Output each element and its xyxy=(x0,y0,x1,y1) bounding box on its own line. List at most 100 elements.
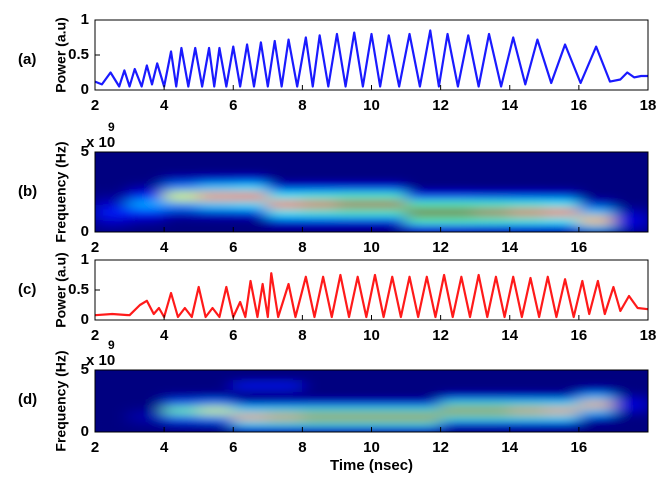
heatmap-cell xyxy=(474,375,511,383)
heatmap-cell xyxy=(129,388,165,396)
heatmap-cell xyxy=(543,159,580,169)
heatmap-cell xyxy=(95,191,131,201)
heatmap-cell xyxy=(198,199,234,209)
heatmap-cell xyxy=(336,375,372,383)
heatmap-cell xyxy=(405,183,442,193)
heatmap-cell xyxy=(267,419,303,427)
heatmap-cell xyxy=(336,388,372,396)
heatmap-cell xyxy=(232,152,269,161)
heatmap-cell xyxy=(405,199,442,209)
heatmap-cell xyxy=(95,370,131,377)
heatmap-cell xyxy=(163,183,200,193)
heatmap-cell xyxy=(371,406,407,414)
heatmap-cell xyxy=(405,406,442,414)
heatmap-cell xyxy=(163,223,200,232)
heatmap-cell xyxy=(509,388,545,396)
heatmap-cell xyxy=(440,375,476,383)
heatmap-cell xyxy=(405,223,442,232)
heatmap-cell xyxy=(509,167,545,177)
signal-line xyxy=(94,272,649,319)
heatmap-cell xyxy=(336,215,372,225)
x-tick-label: 6 xyxy=(229,439,237,456)
heatmap-cell xyxy=(371,412,407,421)
heatmap-cell xyxy=(198,175,234,185)
heatmap-cell xyxy=(371,207,407,217)
heatmap-cell xyxy=(336,394,372,402)
heatmap-cell xyxy=(95,159,131,169)
heatmap-cell xyxy=(543,370,580,377)
heatmap-cell xyxy=(267,370,303,377)
heatmap-cell xyxy=(95,400,131,408)
heatmap-cell xyxy=(232,394,269,402)
heatmap-cell xyxy=(509,370,545,377)
heatmap-cell xyxy=(267,167,303,177)
heatmap-cell xyxy=(509,215,545,225)
heatmap-cell xyxy=(440,406,476,414)
heatmap-cell xyxy=(232,207,269,217)
heatmap-cell xyxy=(405,167,442,177)
heatmap-cell xyxy=(612,406,648,414)
heatmap-cell xyxy=(371,159,407,169)
heatmap-cell xyxy=(612,375,648,383)
heatmap-cell xyxy=(612,183,648,193)
heatmap-cell xyxy=(336,381,372,390)
heatmap-cell xyxy=(267,412,303,421)
heatmap-cell xyxy=(509,175,545,185)
heatmap-cell xyxy=(612,394,648,402)
heatmap-cell xyxy=(163,406,200,414)
heatmap-cell xyxy=(578,381,614,390)
x-tick-label: 14 xyxy=(501,97,518,114)
heatmap-cell xyxy=(267,381,303,390)
heatmap-cell xyxy=(129,191,165,201)
heatmap-cell xyxy=(301,183,338,193)
heatmap-cell xyxy=(301,406,338,414)
heatmap-cell xyxy=(301,191,338,201)
heatmap-cell xyxy=(578,375,614,383)
heatmap-cell xyxy=(336,175,372,185)
heatmap-cell xyxy=(578,394,614,402)
heatmap-cell xyxy=(578,406,614,414)
x-tick-label: 12 xyxy=(432,97,449,114)
heatmap-cell xyxy=(129,419,165,427)
heatmap-cell xyxy=(578,388,614,396)
y-tick-label: 0 xyxy=(81,81,89,98)
heatmap-cell xyxy=(163,215,200,225)
heatmap-cell xyxy=(509,419,545,427)
y-tick-label: 0.5 xyxy=(68,46,89,63)
heatmap-cell xyxy=(543,167,580,177)
heatmap-cell xyxy=(578,215,614,225)
heatmap-cell xyxy=(198,381,234,390)
heatmap-cell xyxy=(440,191,476,201)
heatmap-cell xyxy=(578,400,614,408)
heatmap-cell xyxy=(301,375,338,383)
heatmap-cell xyxy=(232,159,269,169)
heatmap-cell xyxy=(371,215,407,225)
y-multiplier: x 10 xyxy=(86,134,115,151)
heatmap-cell xyxy=(578,207,614,217)
heatmap-cell xyxy=(163,175,200,185)
heatmap-cell xyxy=(95,183,131,193)
heatmap-cell xyxy=(405,419,442,427)
y-multiplier-exponent: 9 xyxy=(108,120,115,134)
heatmap-cells xyxy=(95,152,648,232)
heatmap-cell xyxy=(405,412,442,421)
heatmap-cell xyxy=(578,419,614,427)
x-tick-label: 16 xyxy=(571,327,588,344)
heatmap-cell xyxy=(612,191,648,201)
heatmap-cell xyxy=(336,167,372,177)
heatmap-cell xyxy=(474,215,511,225)
panel-label: (a) xyxy=(18,51,36,68)
heatmap-cell xyxy=(163,375,200,383)
heatmap-cell xyxy=(509,207,545,217)
heatmap-cell xyxy=(474,406,511,414)
x-tick-label: 12 xyxy=(432,439,449,456)
heatmap-cell xyxy=(232,400,269,408)
heatmap-cell xyxy=(509,425,545,432)
x-tick-label: 8 xyxy=(298,239,306,256)
heatmap-cell xyxy=(129,412,165,421)
x-tick-label: 4 xyxy=(160,327,169,344)
heatmap-cell xyxy=(232,167,269,177)
heatmap-cell xyxy=(163,199,200,209)
x-tick-label: 12 xyxy=(432,327,449,344)
heatmap-cell xyxy=(198,191,234,201)
